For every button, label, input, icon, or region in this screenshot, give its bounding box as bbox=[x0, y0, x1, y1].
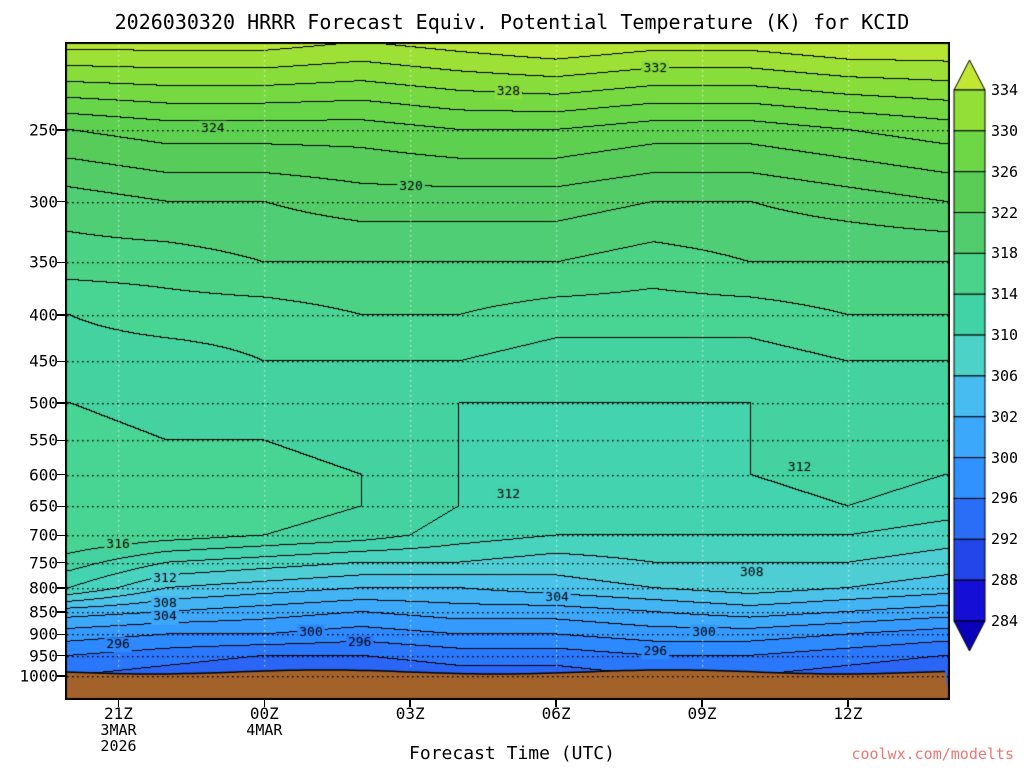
y-tick-mark bbox=[57, 505, 65, 507]
x-tick-mark bbox=[701, 700, 703, 707]
x-tick-date-label: 2026 bbox=[100, 737, 137, 755]
colorbar-label: 306 bbox=[991, 366, 1019, 385]
x-tick-label: 12Z bbox=[833, 704, 863, 723]
y-tick-label: 950 bbox=[29, 646, 58, 666]
y-tick-label: 400 bbox=[29, 305, 58, 325]
colorbar-label: 292 bbox=[991, 530, 1019, 549]
x-axis-title: Forecast Time (UTC) bbox=[409, 743, 615, 764]
colorbar-label: 284 bbox=[991, 612, 1019, 630]
colorbar-label: 326 bbox=[991, 162, 1019, 181]
x-tick-mark bbox=[263, 700, 266, 707]
y-tick-mark bbox=[57, 675, 65, 677]
colorbar bbox=[948, 50, 992, 690]
y-tick-mark bbox=[57, 473, 65, 476]
chart-title: 2026030320 HRRR Forecast Equiv. Potentia… bbox=[114, 10, 910, 34]
y-tick-mark bbox=[57, 402, 65, 404]
colorbar-label: 300 bbox=[991, 448, 1019, 467]
x-tick-date-label: 4MAR bbox=[246, 721, 283, 739]
x-tick-date-label: 3MAR bbox=[100, 721, 137, 739]
y-tick-mark bbox=[57, 314, 65, 316]
y-tick-mark bbox=[57, 633, 65, 636]
x-tick-mark bbox=[409, 700, 411, 707]
colorbar-label: 302 bbox=[991, 407, 1019, 426]
y-tick-label: 700 bbox=[29, 525, 58, 545]
y-tick-mark bbox=[57, 534, 65, 537]
watermark: coolwx.com/modelts bbox=[851, 745, 1014, 763]
y-tick-mark bbox=[57, 200, 65, 203]
y-tick-label: 850 bbox=[29, 602, 58, 622]
y-tick-label: 600 bbox=[29, 465, 58, 485]
y-tick-label: 750 bbox=[29, 553, 58, 573]
x-tick-label: 09Z bbox=[687, 704, 717, 723]
x-tick-mark bbox=[847, 700, 849, 707]
colorbar-label: 334 bbox=[991, 81, 1019, 99]
y-tick-label: 350 bbox=[29, 252, 58, 272]
x-tick-mark bbox=[117, 700, 120, 707]
colorbar-label: 330 bbox=[991, 121, 1019, 140]
y-tick-label: 900 bbox=[29, 624, 58, 644]
y-tick-label: 1000 bbox=[19, 666, 58, 686]
colorbar-label: 314 bbox=[991, 285, 1019, 304]
y-tick-mark bbox=[57, 587, 65, 589]
y-tick-label: 300 bbox=[29, 192, 58, 212]
x-tick-mark bbox=[555, 700, 557, 707]
x-tick-label: 06Z bbox=[541, 704, 571, 723]
colorbar-label: 322 bbox=[991, 203, 1019, 222]
y-tick-label: 550 bbox=[29, 430, 58, 450]
y-tick-mark bbox=[57, 360, 65, 363]
y-tick-label: 250 bbox=[29, 120, 58, 140]
x-tick-label: 00Z bbox=[249, 704, 279, 723]
colorbar-label: 310 bbox=[991, 326, 1019, 345]
colorbar-label: 318 bbox=[991, 244, 1019, 263]
y-tick-mark bbox=[57, 129, 65, 131]
colorbar-label: 288 bbox=[991, 571, 1019, 590]
y-tick-label: 500 bbox=[29, 393, 58, 413]
y-tick-label: 800 bbox=[29, 578, 58, 598]
y-tick-label: 450 bbox=[29, 351, 58, 371]
y-tick-mark bbox=[57, 654, 65, 657]
y-tick-mark bbox=[57, 439, 65, 442]
y-tick-mark bbox=[57, 561, 65, 564]
x-tick-label: 03Z bbox=[395, 704, 425, 723]
x-tick-label: 21Z bbox=[104, 704, 133, 723]
y-tick-mark bbox=[57, 261, 65, 264]
y-tick-label: 650 bbox=[29, 496, 58, 516]
plot-canvas bbox=[65, 42, 950, 700]
y-tick-mark bbox=[57, 611, 65, 613]
colorbar-label: 296 bbox=[991, 489, 1019, 508]
